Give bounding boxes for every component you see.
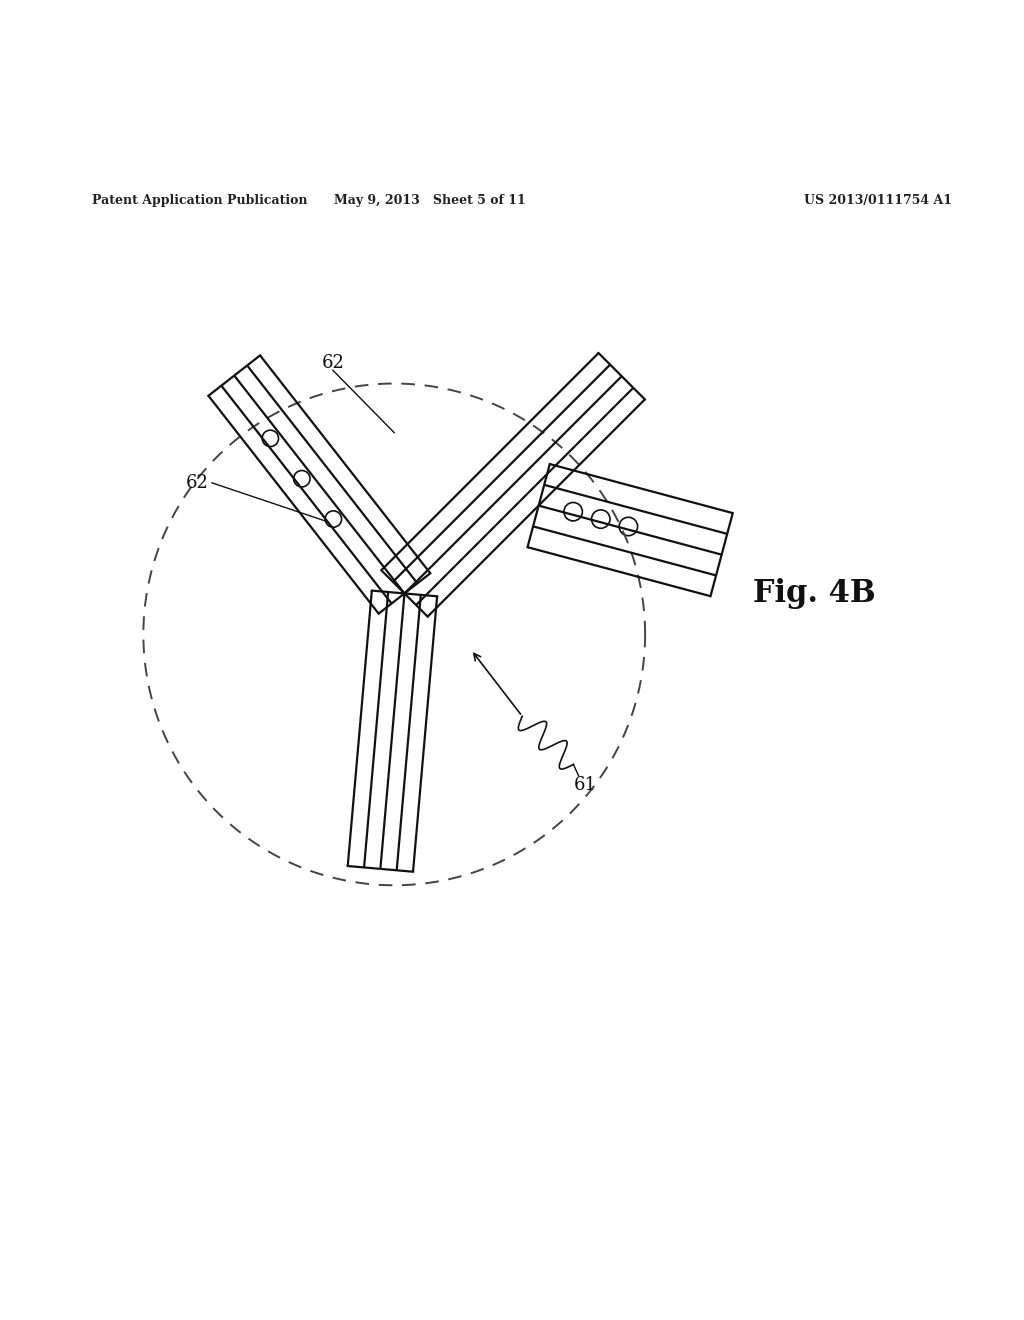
Text: Fig. 4B: Fig. 4B	[753, 578, 876, 609]
Text: 62: 62	[322, 354, 344, 372]
Text: US 2013/0111754 A1: US 2013/0111754 A1	[804, 194, 952, 207]
Text: Patent Application Publication: Patent Application Publication	[92, 194, 307, 207]
Text: May 9, 2013   Sheet 5 of 11: May 9, 2013 Sheet 5 of 11	[334, 194, 526, 207]
Text: 61: 61	[574, 776, 597, 793]
Text: 62: 62	[186, 474, 209, 492]
